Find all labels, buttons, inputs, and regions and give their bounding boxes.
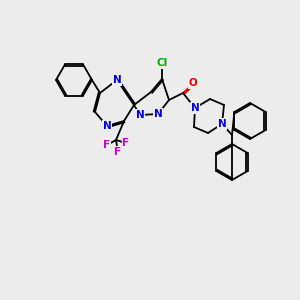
Text: N: N <box>112 75 122 85</box>
Text: N: N <box>190 103 200 113</box>
Text: F: F <box>114 147 122 157</box>
Text: N: N <box>218 119 226 129</box>
Text: N: N <box>154 109 162 119</box>
Text: F: F <box>122 138 130 148</box>
Text: O: O <box>189 78 197 88</box>
Text: N: N <box>103 121 111 131</box>
Text: F: F <box>103 140 111 150</box>
Text: Cl: Cl <box>156 58 168 68</box>
Text: N: N <box>136 110 144 120</box>
